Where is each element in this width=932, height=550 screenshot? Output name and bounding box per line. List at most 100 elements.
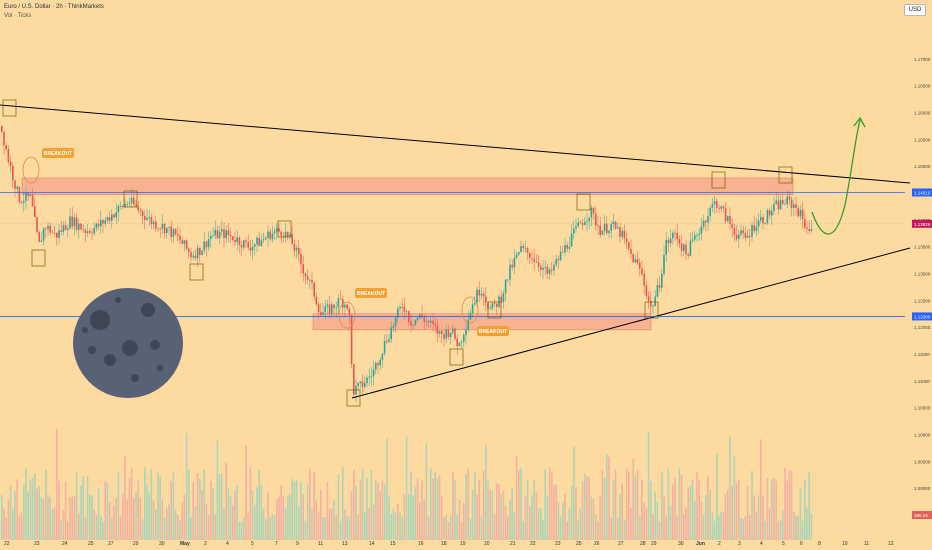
volume-bar bbox=[273, 515, 276, 540]
volume-bar bbox=[441, 496, 443, 540]
candle-body bbox=[304, 273, 307, 277]
volume-bar bbox=[643, 502, 645, 540]
volume-bar bbox=[702, 514, 705, 540]
x-axis-tick: 8 bbox=[818, 541, 821, 547]
volume-bar bbox=[60, 520, 62, 540]
volume-bar bbox=[416, 478, 419, 540]
candle-body bbox=[740, 230, 742, 235]
currency-button[interactable]: USD bbox=[904, 4, 926, 16]
volume-bar bbox=[161, 499, 164, 540]
volume-bar bbox=[212, 488, 214, 540]
volume-bar bbox=[639, 516, 641, 540]
candle-body bbox=[102, 220, 104, 224]
volume-bar bbox=[126, 499, 128, 540]
volume-bar bbox=[652, 513, 654, 540]
candle-body bbox=[553, 264, 555, 271]
candle-body bbox=[243, 240, 245, 248]
volume-bar bbox=[14, 491, 16, 540]
volume-bar bbox=[86, 476, 89, 540]
volume-bar bbox=[764, 521, 766, 540]
volume-bar bbox=[500, 494, 502, 540]
volume-bar bbox=[533, 479, 535, 540]
volume-bar bbox=[674, 477, 676, 540]
volume-bar bbox=[188, 469, 190, 540]
current-price-label: 1.13926 bbox=[914, 222, 931, 227]
candle-body bbox=[700, 226, 703, 234]
candle-body bbox=[579, 222, 582, 224]
candle-body bbox=[454, 328, 456, 339]
candle-body bbox=[221, 229, 223, 232]
volume-bar bbox=[403, 493, 406, 540]
candle-body bbox=[698, 233, 700, 235]
candle-body bbox=[282, 235, 285, 237]
candle-body bbox=[313, 282, 315, 297]
y-axis-tick: 1.10000 bbox=[914, 433, 931, 438]
candle-body bbox=[370, 376, 373, 377]
candle-body bbox=[421, 314, 423, 318]
volume-bar bbox=[663, 496, 665, 540]
y-axis-tick: 1.09000 bbox=[914, 486, 931, 491]
volume-bar bbox=[124, 456, 126, 540]
volume-bar bbox=[581, 481, 584, 540]
breakout-circle bbox=[338, 301, 356, 329]
x-axis-tick: 2 bbox=[204, 541, 207, 547]
candle-body bbox=[581, 223, 584, 225]
volume-bar bbox=[784, 467, 786, 540]
volume-bar bbox=[463, 502, 465, 540]
volume-tag bbox=[912, 511, 932, 519]
x-axis-tick: 28 bbox=[640, 541, 646, 547]
candle-body bbox=[359, 381, 362, 384]
volume-bar bbox=[20, 511, 23, 540]
candle-body bbox=[797, 207, 799, 217]
volume-bar bbox=[100, 516, 102, 540]
volume-bar bbox=[298, 506, 300, 540]
volume-bar bbox=[782, 509, 784, 540]
candle-body bbox=[64, 225, 67, 230]
y-axis-tick: 1.10500 bbox=[914, 406, 931, 411]
candle-body bbox=[148, 216, 150, 218]
volume-bar bbox=[689, 485, 692, 540]
ascending-trendline bbox=[351, 247, 911, 399]
x-axis-tick: 22 bbox=[4, 541, 10, 547]
volume-bar bbox=[335, 514, 337, 540]
candle-body bbox=[38, 231, 40, 242]
volume-bar bbox=[599, 495, 601, 540]
volume-bar bbox=[502, 490, 505, 540]
level-price-label: 1.12200 bbox=[914, 314, 931, 319]
volume-bar bbox=[612, 479, 615, 540]
candle-body bbox=[201, 250, 203, 256]
candle-body bbox=[720, 206, 722, 209]
candle-body bbox=[463, 334, 465, 342]
candle-body bbox=[260, 240, 263, 247]
candle-body bbox=[779, 200, 782, 210]
volume-bar bbox=[647, 431, 650, 540]
volume-bar bbox=[16, 479, 18, 540]
x-axis-tick: 6 bbox=[800, 541, 803, 547]
candle-body bbox=[31, 194, 34, 207]
candle-body bbox=[5, 145, 7, 150]
volume-bar bbox=[135, 491, 137, 540]
candle-body bbox=[199, 247, 201, 256]
volume-bar bbox=[306, 483, 309, 540]
candle-body bbox=[788, 196, 791, 200]
volume-bar bbox=[115, 497, 117, 540]
candle-body bbox=[416, 318, 419, 320]
volume-bar bbox=[179, 520, 181, 540]
volume-bar bbox=[597, 520, 599, 540]
candle-body bbox=[768, 210, 771, 216]
candle-body bbox=[663, 254, 665, 274]
volume-bar bbox=[465, 473, 467, 540]
volume-bar bbox=[696, 472, 698, 540]
volume-bar bbox=[735, 483, 738, 540]
level-price-tag bbox=[912, 312, 932, 321]
candle-body bbox=[78, 223, 80, 230]
candle-body bbox=[218, 231, 221, 239]
volume-bar bbox=[104, 481, 106, 540]
volume-bar bbox=[606, 453, 608, 540]
volume-bar bbox=[454, 480, 456, 540]
breakout-label: BREAKOUT bbox=[479, 329, 507, 335]
x-axis-tick: 4 bbox=[226, 541, 229, 547]
volume-bar bbox=[775, 481, 777, 540]
